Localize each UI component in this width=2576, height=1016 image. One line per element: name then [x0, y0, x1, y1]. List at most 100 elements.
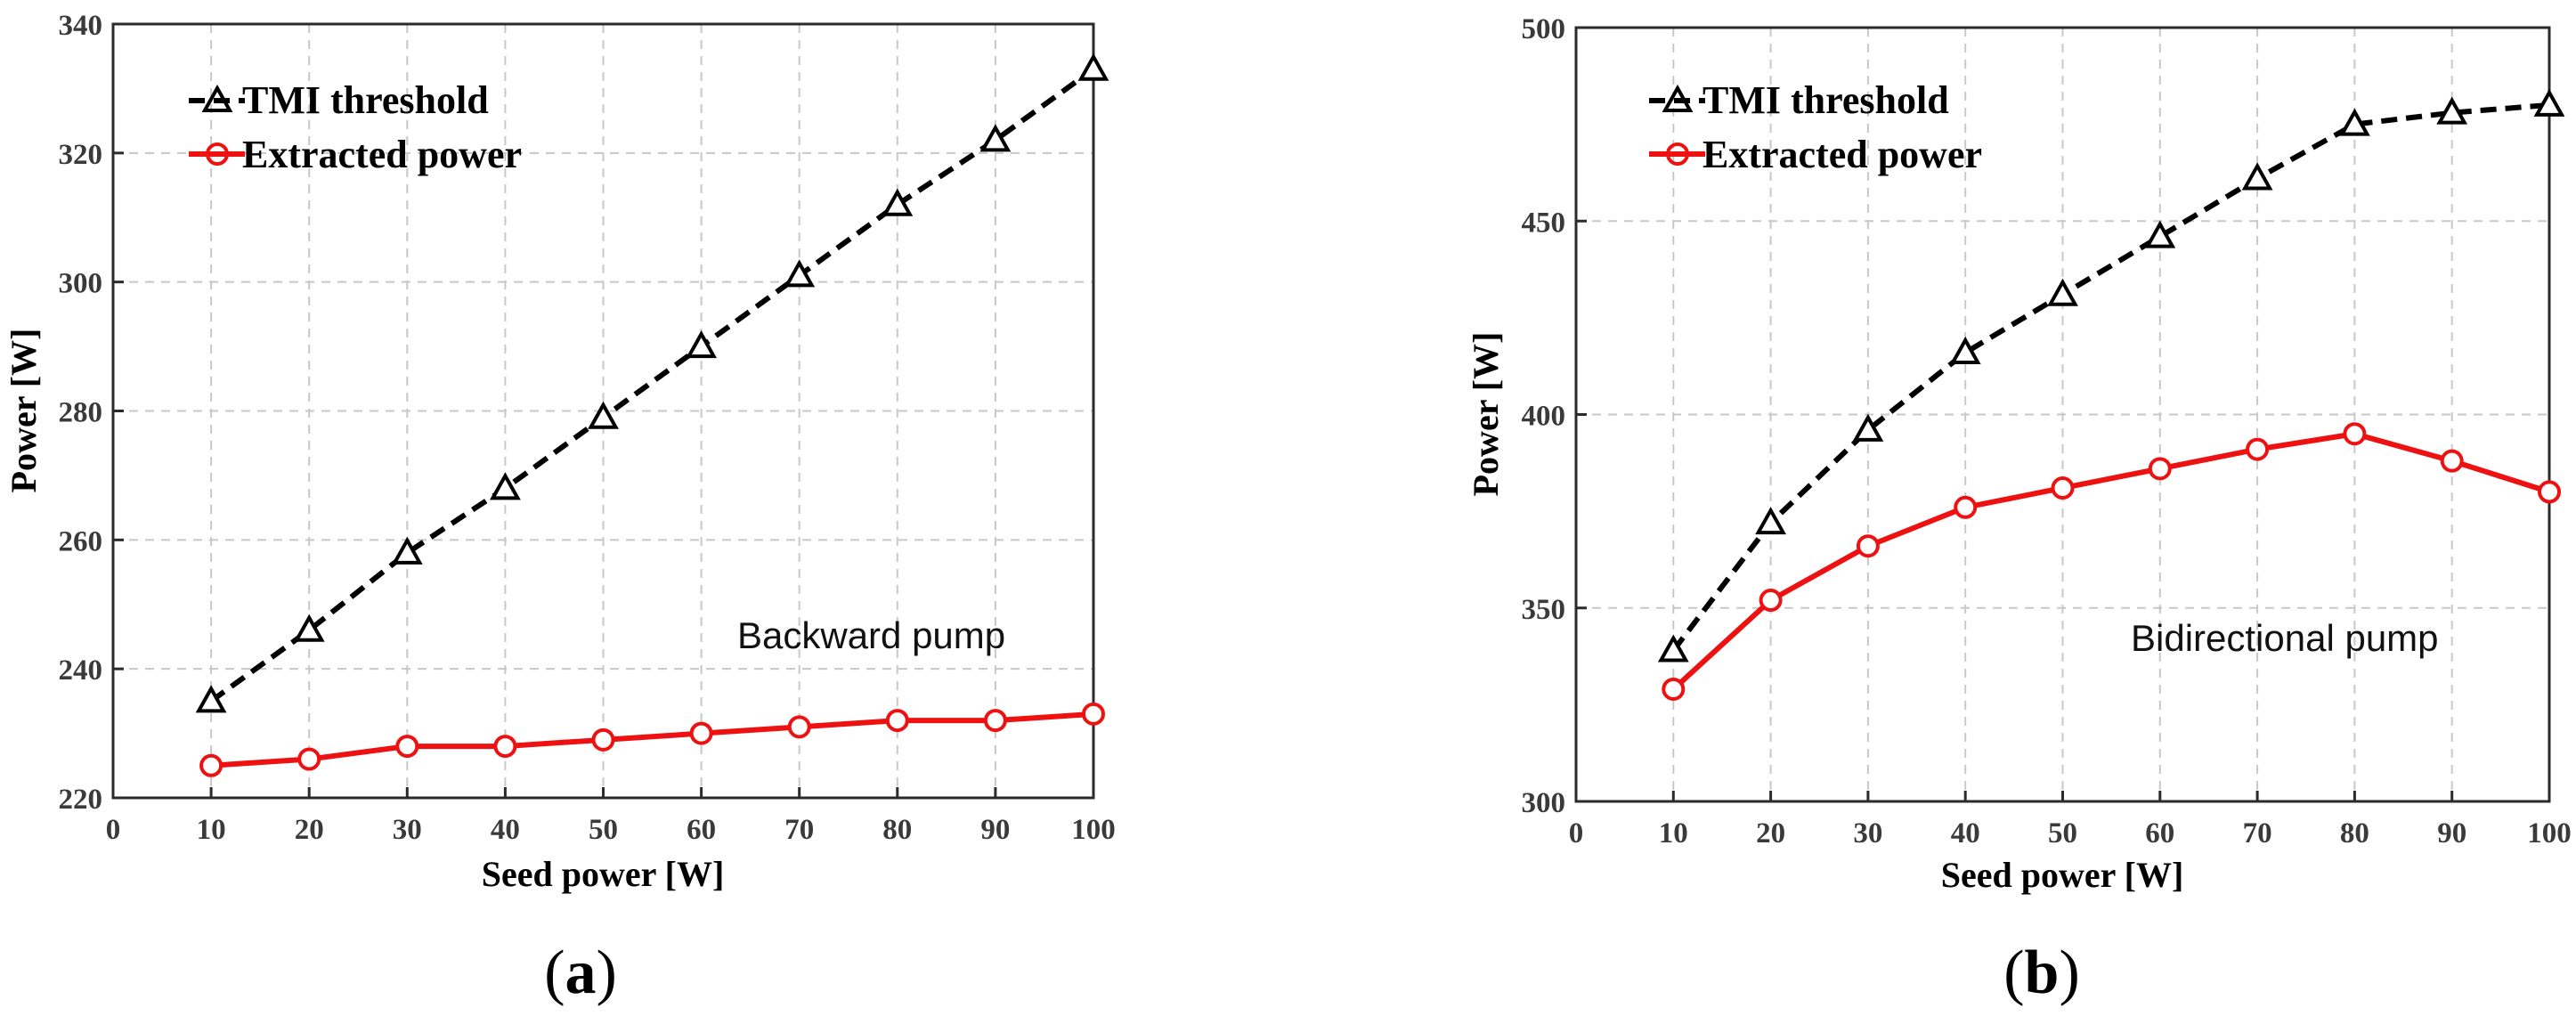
series-line-extracted-power: [1671, 431, 2550, 692]
y-tick-label: 220: [59, 784, 103, 816]
legend-a-ext-marker: [206, 142, 229, 166]
panel-label-a-letter: a: [565, 939, 597, 1007]
data-point-extracted-power: [199, 753, 223, 777]
chart-panel-b: 0 10 20 30 40 50 60 70 80 90 100 300 350 400 450 500 Se…: [1466, 13, 2572, 1007]
panel-label-a: (a): [544, 939, 617, 1007]
x-tick-label: 80: [882, 814, 912, 846]
data-point-tmi-threshold: [686, 329, 718, 359]
annotation-b: Bidirectional pump: [2131, 617, 2439, 659]
legend-b-tmi-label: TMI threshold: [1702, 78, 1949, 122]
legend-a-tmi-label: TMI threshold: [242, 78, 489, 122]
data-point-tmi-threshold: [1755, 507, 1787, 535]
series-a: [195, 53, 1109, 777]
data-point-tmi-threshold: [489, 472, 521, 500]
data-point-extracted-power: [297, 747, 321, 771]
x-tick-label: 20: [295, 814, 324, 846]
y-tick-label: 320: [59, 139, 103, 171]
axis-ticks-b: 0 10 20 30 40 50 60 70 80 90 100 300 350 400 450 500: [1522, 13, 2572, 849]
legend-b-ext-label: Extracted power: [1702, 133, 1982, 176]
series-line-tmi-threshold: [1670, 102, 2550, 653]
legend-b-ext-marker: [1666, 142, 1689, 166]
legend-a-tmi-marker: [201, 84, 233, 112]
data-point-extracted-power: [1082, 702, 1105, 726]
y-tick-label: 400: [1522, 401, 1566, 433]
y-axis-label-a: Power [W]: [4, 329, 44, 493]
data-point-tmi-threshold: [784, 259, 816, 288]
x-tick-label: 30: [393, 814, 422, 846]
data-point-extracted-power: [2538, 480, 2561, 504]
legend-a-ext-label: Extracted power: [242, 133, 522, 176]
data-point-tmi-threshold: [2047, 278, 2078, 306]
x-tick-label: 10: [197, 814, 226, 846]
data-point-tmi-threshold: [2241, 162, 2273, 191]
y-axis-label-b: Power [W]: [1466, 332, 1506, 497]
data-point-extracted-power: [885, 709, 909, 733]
data-point-tmi-threshold: [293, 614, 325, 642]
data-point-extracted-power: [395, 735, 419, 759]
data-point-extracted-power: [2343, 422, 2367, 446]
data-point-tmi-threshold: [2338, 108, 2370, 136]
x-tick-label: 10: [1659, 817, 1688, 849]
data-point-extracted-power: [493, 735, 517, 759]
x-tick-label: 50: [589, 814, 618, 846]
data-point-tmi-threshold: [2144, 220, 2176, 248]
data-point-tmi-threshold: [195, 685, 227, 713]
x-tick-label: 70: [2243, 817, 2272, 849]
legend-a: TMI threshold Extracted power: [189, 78, 522, 176]
series-b: [1657, 88, 2565, 701]
x-tick-label: 50: [2048, 817, 2077, 849]
data-point-extracted-power: [689, 721, 713, 745]
data-point-tmi-threshold: [882, 188, 914, 216]
data-point-extracted-power: [1662, 677, 1686, 701]
x-tick-label: 0: [1569, 817, 1584, 849]
data-point-extracted-power: [1759, 589, 1783, 613]
axis-ticks-a: 0 10 20 30 40 50 60 70 80 90 100 220 240 260 280 300 320…: [59, 10, 1116, 846]
annotation-a: Backward pump: [737, 614, 1005, 656]
data-point-tmi-threshold: [1657, 634, 1689, 662]
y-tick-label: 300: [59, 268, 103, 300]
panel-label-b: (b): [2003, 939, 2080, 1007]
series-line-tmi-threshold: [209, 67, 1095, 703]
data-point-extracted-power: [591, 727, 615, 752]
y-tick-label: 240: [59, 654, 103, 687]
y-tick-label: 300: [1522, 787, 1566, 819]
data-point-tmi-threshold: [979, 124, 1012, 152]
data-point-tmi-threshold: [391, 536, 423, 565]
y-tick-label: 280: [59, 397, 103, 429]
data-point-extracted-power: [2051, 476, 2075, 500]
x-tick-label: 40: [1951, 817, 1980, 849]
x-tick-label: 80: [2340, 817, 2369, 849]
x-tick-label: 90: [2437, 817, 2466, 849]
y-tick-label: 350: [1522, 594, 1566, 626]
data-point-tmi-threshold: [2533, 88, 2565, 117]
x-tick-label: 40: [491, 814, 520, 846]
x-tick-label: 0: [106, 814, 121, 846]
data-point-extracted-power: [787, 715, 811, 739]
x-tick-label: 60: [687, 814, 716, 846]
x-axis-label-b: Seed power [W]: [1941, 855, 2184, 895]
y-tick-label: 260: [59, 525, 103, 557]
legend-b-tmi-marker: [1662, 84, 1694, 112]
x-tick-label: 30: [1853, 817, 1882, 849]
data-point-tmi-threshold: [1077, 53, 1109, 81]
data-point-tmi-threshold: [2436, 96, 2468, 125]
x-tick-label: 100: [2527, 817, 2572, 849]
x-tick-label: 20: [1756, 817, 1785, 849]
data-point-tmi-threshold: [588, 401, 619, 429]
y-tick-label: 450: [1522, 207, 1566, 239]
x-tick-label: 100: [1071, 814, 1116, 846]
chart-panel-a: 0 10 20 30 40 50 60 70 80 90 100 220 240 260 280 300 320…: [4, 10, 1116, 1007]
legend-b: TMI threshold Extracted power: [1649, 78, 1982, 176]
x-tick-label: 60: [2145, 817, 2174, 849]
data-point-tmi-threshold: [1949, 336, 1981, 364]
panel-label-b-letter: b: [2025, 939, 2060, 1007]
data-point-extracted-power: [2440, 449, 2464, 473]
data-point-tmi-threshold: [1852, 413, 1884, 442]
y-tick-label: 500: [1522, 13, 1566, 45]
data-point-extracted-power: [2246, 437, 2270, 461]
data-point-extracted-power: [2148, 457, 2172, 481]
data-point-extracted-power: [1856, 534, 1880, 558]
x-tick-label: 90: [980, 814, 1010, 846]
y-tick-label: 340: [59, 10, 103, 42]
